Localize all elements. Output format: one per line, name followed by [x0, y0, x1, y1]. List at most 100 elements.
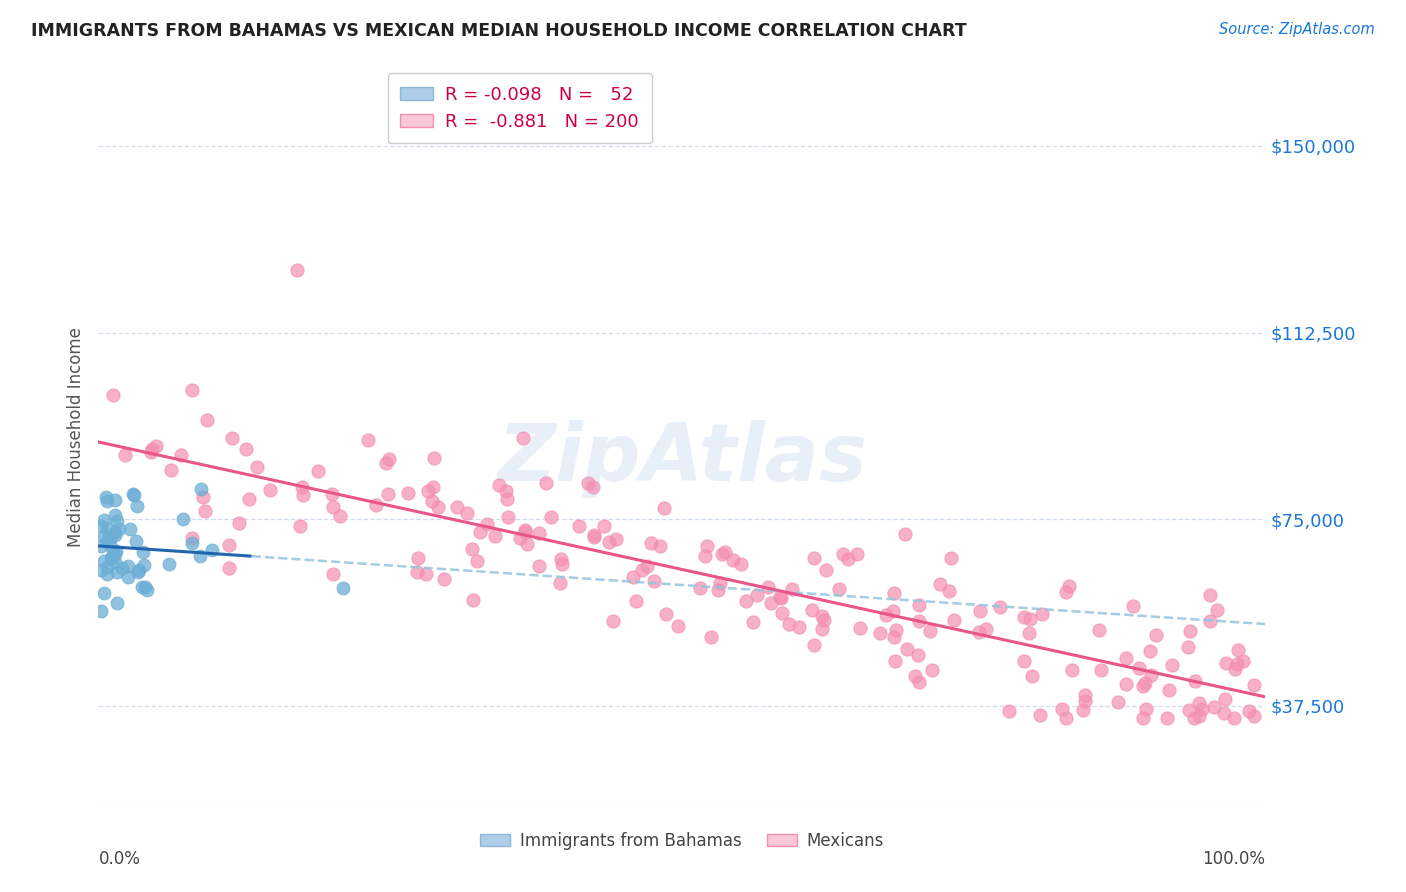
Point	[1107, 695, 1129, 709]
Point	[1029, 707, 1052, 722]
Point	[832, 547, 855, 561]
Point	[803, 550, 825, 565]
Point	[778, 617, 800, 632]
Point	[159, 462, 181, 476]
Point	[894, 526, 917, 541]
Point	[101, 551, 124, 566]
Point	[321, 487, 343, 501]
Point	[1191, 702, 1213, 716]
Point	[741, 615, 763, 630]
Point	[1178, 703, 1201, 717]
Point	[598, 535, 620, 549]
Point	[134, 580, 156, 594]
Point	[461, 542, 484, 557]
Point	[285, 263, 308, 277]
Point	[93, 553, 115, 567]
Point	[100, 551, 122, 566]
Point	[117, 570, 139, 584]
Point	[90, 604, 112, 618]
Point	[291, 480, 314, 494]
Point	[465, 554, 488, 568]
Point	[195, 413, 218, 427]
Point	[433, 573, 456, 587]
Point	[104, 508, 127, 523]
Point	[103, 492, 125, 507]
Point	[103, 388, 125, 402]
Point	[998, 704, 1021, 718]
Point	[104, 544, 127, 558]
Point	[700, 630, 723, 644]
Point	[104, 528, 127, 542]
Point	[643, 574, 665, 588]
Point	[290, 519, 312, 533]
Point	[1074, 688, 1097, 702]
Point	[1144, 628, 1167, 642]
Point	[709, 576, 731, 591]
Point	[1160, 658, 1182, 673]
Y-axis label: Median Household Income: Median Household Income	[66, 327, 84, 547]
Point	[1226, 643, 1249, 657]
Point	[1135, 702, 1157, 716]
Point	[707, 583, 730, 598]
Point	[1199, 614, 1222, 628]
Point	[782, 582, 804, 597]
Point	[534, 475, 557, 490]
Point	[1139, 668, 1161, 682]
Point	[696, 539, 718, 553]
Point	[621, 570, 644, 584]
Point	[583, 530, 606, 544]
Point	[803, 638, 825, 652]
Point	[193, 490, 215, 504]
Point	[1071, 703, 1094, 717]
Point	[145, 438, 167, 452]
Point	[1188, 708, 1211, 723]
Point	[364, 498, 387, 512]
Point	[882, 604, 904, 618]
Point	[190, 482, 212, 496]
Point	[1243, 678, 1265, 692]
Point	[125, 534, 148, 549]
Point	[593, 518, 616, 533]
Point	[1226, 657, 1249, 671]
Point	[238, 492, 260, 507]
Point	[920, 624, 942, 638]
Point	[292, 488, 315, 502]
Point	[1243, 709, 1265, 723]
Point	[756, 581, 779, 595]
Point	[1122, 599, 1144, 613]
Point	[907, 675, 929, 690]
Point	[218, 538, 240, 552]
Point	[1156, 711, 1178, 725]
Point	[1031, 607, 1053, 621]
Point	[896, 641, 918, 656]
Point	[810, 608, 832, 623]
Point	[640, 536, 662, 550]
Point	[1223, 711, 1246, 725]
Point	[605, 532, 627, 546]
Point	[259, 483, 281, 498]
Point	[96, 493, 118, 508]
Point	[1205, 603, 1227, 617]
Point	[815, 563, 838, 577]
Point	[1215, 656, 1237, 670]
Point	[714, 545, 737, 559]
Point	[512, 431, 534, 445]
Point	[1184, 673, 1206, 688]
Point	[117, 559, 139, 574]
Point	[648, 539, 671, 553]
Point	[128, 563, 150, 577]
Point	[132, 544, 155, 558]
Point	[461, 593, 484, 607]
Point	[1225, 663, 1247, 677]
Point	[468, 525, 491, 540]
Point	[246, 459, 269, 474]
Point	[122, 488, 145, 502]
Point	[630, 563, 652, 577]
Point	[90, 519, 112, 533]
Point	[194, 504, 217, 518]
Point	[377, 487, 399, 501]
Point	[734, 594, 756, 608]
Point	[908, 614, 931, 628]
Point	[201, 543, 224, 558]
Point	[1088, 624, 1111, 638]
